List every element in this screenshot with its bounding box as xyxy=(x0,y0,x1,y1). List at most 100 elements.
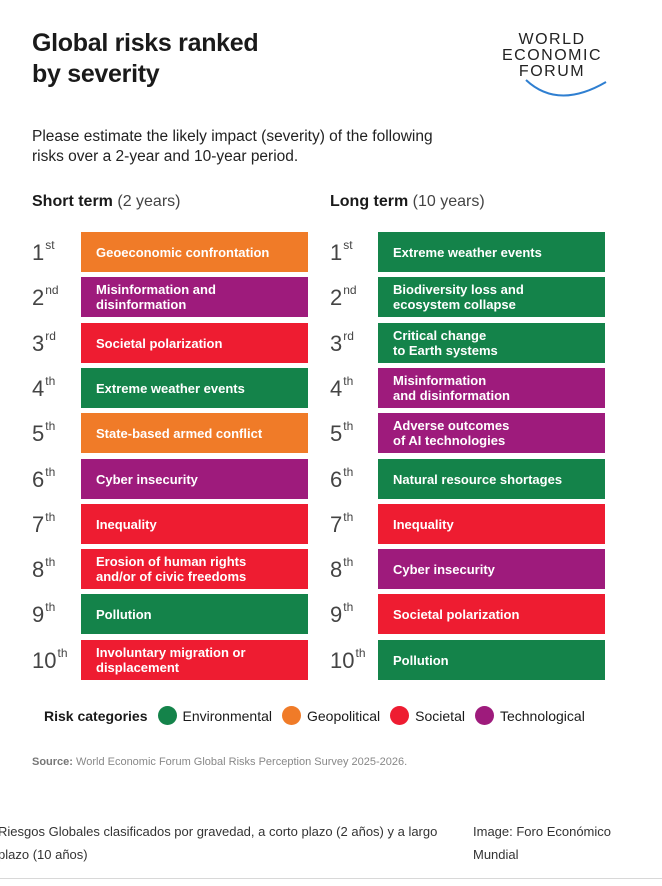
intro-line-2: risks over a 2-year and 10-year period. xyxy=(32,148,299,165)
rank-suffix: nd xyxy=(45,283,59,297)
rank-label: 2nd xyxy=(330,283,380,311)
rank-label: 6th xyxy=(32,465,82,493)
legend-dot-icon xyxy=(282,706,301,725)
legend-item: Technological xyxy=(474,706,585,725)
source-note: Source: World Economic Forum Global Risk… xyxy=(32,756,407,768)
rank-number: 10 xyxy=(330,648,355,673)
rank-suffix: th xyxy=(57,646,68,660)
risk-label: Misinformation and disinformation xyxy=(393,373,510,403)
rank-suffix: st xyxy=(45,238,55,252)
rank-number: 2 xyxy=(330,285,343,310)
risk-bar: Pollution xyxy=(378,640,605,680)
image-caption: Riesgos Globales clasificados por graved… xyxy=(0,824,438,862)
risk-bar: Adverse outcomes of AI technologies xyxy=(378,413,605,453)
legend-item: Environmental xyxy=(157,706,273,725)
legend-dot-icon xyxy=(390,706,410,725)
risk-bar: Cyber insecurity xyxy=(378,549,605,589)
risk-bar: Involuntary migration or displacement xyxy=(81,640,308,680)
legend-label: Technological xyxy=(499,707,585,724)
rank-suffix: rd xyxy=(343,329,354,343)
risk-label: Extreme weather events xyxy=(96,380,245,396)
long-term-heading: Long term (10 years) xyxy=(330,193,485,211)
legend-item: Societal xyxy=(390,706,465,725)
risk-label: Involuntary migration or displacement xyxy=(96,645,246,675)
risk-label: Biodiversity loss and ecosystem collapse xyxy=(393,282,524,312)
rank-suffix: rd xyxy=(45,329,56,343)
risk-bar: Cyber insecurity xyxy=(81,459,308,499)
risk-bar: State-based armed conflict xyxy=(81,413,308,453)
long-term-sub: (10 years) xyxy=(412,193,485,210)
risk-bar: Inequality xyxy=(81,504,308,544)
rank-number: 9 xyxy=(32,602,45,627)
risk-bar: Critical change to Earth systems xyxy=(378,323,605,363)
rank-suffix: th xyxy=(45,510,56,524)
risk-label: Erosion of human rights and/or of civic … xyxy=(96,554,247,584)
rank-label: 4th xyxy=(330,374,380,402)
risk-bar: Pollution xyxy=(81,594,308,634)
risk-label: Cyber insecurity xyxy=(393,561,495,577)
rank-number: 3 xyxy=(32,331,45,356)
source-label: Source: xyxy=(32,756,73,768)
rank-suffix: th xyxy=(355,646,366,660)
rank-suffix: nd xyxy=(343,283,357,297)
rank-number: 6 xyxy=(32,467,45,492)
legend-dot-icon xyxy=(474,706,494,725)
risk-bar: Extreme weather events xyxy=(81,368,308,408)
risk-bar: Erosion of human rights and/or of civic … xyxy=(81,549,308,589)
rank-suffix: th xyxy=(45,465,56,479)
divider xyxy=(0,878,662,879)
rank-number: 4 xyxy=(330,376,343,401)
rank-number: 9 xyxy=(330,602,343,627)
risk-label: State-based armed conflict xyxy=(96,425,263,441)
rank-suffix: th xyxy=(343,374,354,388)
rank-number: 8 xyxy=(330,557,343,582)
risk-bar: Biodiversity loss and ecosystem collapse xyxy=(378,277,605,317)
legend: Risk categories Environmental Geopolitica… xyxy=(44,706,595,725)
rank-suffix: th xyxy=(343,465,354,479)
legend-item: Geopolitical xyxy=(282,706,380,725)
risk-label: Extreme weather events xyxy=(393,244,542,260)
risk-label: Societal polarization xyxy=(393,606,520,622)
risk-bar: Societal polarization xyxy=(81,323,308,363)
rank-label: 1st xyxy=(330,238,380,266)
rank-label: 5th xyxy=(32,419,82,447)
risk-bar: Geoeconomic confrontation xyxy=(81,232,308,272)
rank-number: 2 xyxy=(32,285,45,310)
logo-line-2: ECONOMIC xyxy=(502,47,602,64)
risk-label: Misinformation and disinformation xyxy=(96,282,216,312)
rank-number: 3 xyxy=(330,331,343,356)
wef-logo: WORLD ECONOMIC FORUM xyxy=(488,28,616,100)
risk-label: Critical change to Earth systems xyxy=(393,328,498,358)
rank-label: 1st xyxy=(32,238,82,266)
rank-number: 10 xyxy=(32,648,57,673)
rank-label: 10th xyxy=(330,646,380,674)
risk-label: Pollution xyxy=(393,652,449,668)
risk-bar: Inequality xyxy=(378,504,605,544)
legend-label: Environmental xyxy=(182,707,273,724)
rank-label: 6th xyxy=(330,465,380,493)
short-term-heading: Short term (2 years) xyxy=(32,193,180,211)
rank-suffix: th xyxy=(343,555,354,569)
rank-number: 7 xyxy=(32,512,45,537)
rank-number: 4 xyxy=(32,376,45,401)
rank-number: 7 xyxy=(330,512,343,537)
long-term-title: Long term xyxy=(330,193,409,210)
rank-suffix: th xyxy=(343,510,354,524)
rank-suffix: th xyxy=(45,555,56,569)
chart-title: Global risks ranked by severity xyxy=(32,28,259,90)
rank-label: 8th xyxy=(32,555,82,583)
rank-number: 5 xyxy=(330,421,343,446)
short-term-sub: (2 years) xyxy=(117,193,181,210)
rank-label: 9th xyxy=(32,600,82,628)
rank-label: 7th xyxy=(330,510,380,538)
risk-label: Societal polarization xyxy=(96,335,223,351)
source-text: World Economic Forum Global Risks Percep… xyxy=(76,756,408,768)
title-line-2: by severity xyxy=(32,60,160,88)
rank-suffix: th xyxy=(343,600,354,614)
rank-suffix: th xyxy=(45,600,56,614)
rank-suffix: th xyxy=(343,419,354,433)
risk-bar: Natural resource shortages xyxy=(378,459,605,499)
legend-items: Environmental Geopolitical Societal Technol… xyxy=(157,706,595,725)
risk-label: Natural resource shortages xyxy=(393,471,563,487)
rank-suffix: th xyxy=(45,374,56,388)
